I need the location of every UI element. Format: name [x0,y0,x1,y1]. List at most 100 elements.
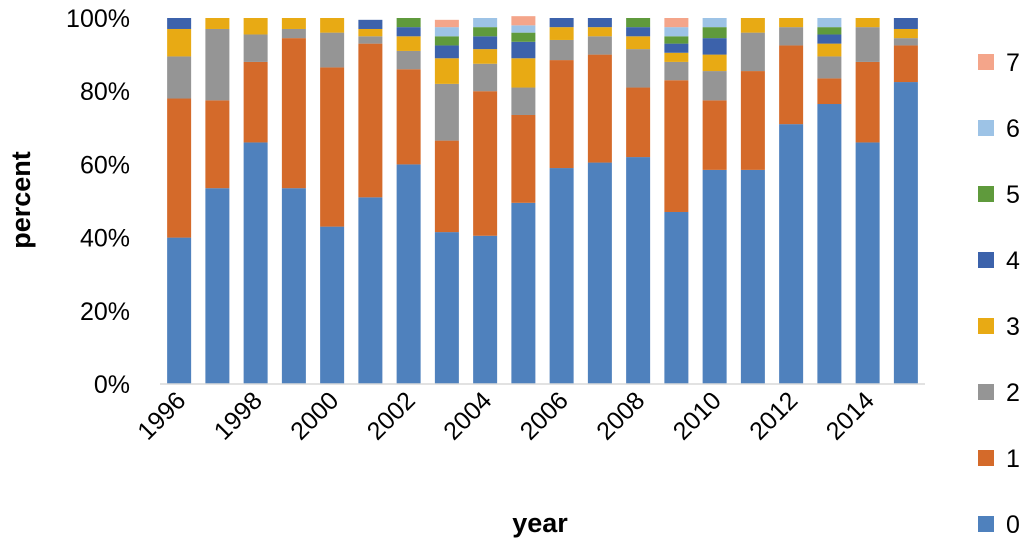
bar-1998-series-3 [243,18,268,35]
bar-2010-series-2 [702,71,727,101]
bar-2010-series-1 [702,100,727,170]
bar-2011-series-1 [740,71,765,170]
bar-2015-series-3 [893,28,918,39]
bar-2014-series-3 [855,18,880,28]
legend-label-5: 5 [1006,181,1020,209]
bars-group [167,16,918,385]
bar-2008-series-3 [626,36,651,50]
bar-2001-series-1 [358,43,383,198]
bar-2005-series-1 [511,114,536,203]
x-tick-label: 2008 [591,386,650,445]
bar-2007-series-0 [587,162,612,384]
x-tick-label: 2000 [285,386,344,445]
bar-2005-series-5 [511,32,536,42]
x-tick-label: 2014 [821,386,880,445]
bar-2006-series-1 [549,60,574,169]
bar-2003-series-0 [434,232,459,384]
bar-2002-series-2 [396,50,421,70]
bar-2015-series-2 [893,38,918,46]
bar-2008-series-1 [626,87,651,158]
bar-1998-series-1 [243,61,268,143]
bar-2000-series-0 [320,226,345,384]
bar-2013-series-3 [817,43,842,57]
x-tick-label: 2006 [515,386,574,445]
bar-1998-series-0 [243,142,268,384]
bar-2005-series-6 [511,25,536,33]
bar-2000-series-1 [320,67,345,227]
legend-swatch-7 [978,54,994,70]
x-axis-ticks: 1996 1998 2000 2002 2004 2006 2008 2010 2012 2014 [132,386,880,445]
bar-2008-series-4 [626,27,651,37]
bar-2015-series-0 [893,82,918,385]
legend-label-0: 0 [1006,511,1020,539]
bar-2011-series-0 [740,169,765,384]
x-axis-title: year [512,508,568,538]
legend-swatch-2 [978,384,994,400]
bar-2009-series-0 [664,211,689,384]
bar-2004-series-5 [473,27,498,37]
bar-2007-series-1 [587,54,612,163]
x-tick-label: 2010 [668,386,727,445]
bar-2012-series-2 [779,27,804,46]
y-tick-label: 60% [80,151,130,179]
legend-swatch-5 [978,186,994,202]
x-tick-label: 2004 [438,386,497,445]
bar-1999-series-2 [281,28,306,39]
bar-2001-series-2 [358,36,383,44]
x-tick-label: 1998 [209,386,268,445]
bar-1996-series-2 [167,56,192,99]
bar-2014-series-2 [855,27,880,62]
bar-2009-series-7 [664,18,689,28]
legend: 7 6 5 4 3 2 1 0 [978,49,1020,539]
bar-2001-series-0 [358,197,383,384]
bar-2001-series-3 [358,28,383,37]
bar-2015-series-1 [893,45,918,83]
bar-1996-series-4 [167,18,192,29]
bar-2008-series-2 [626,49,651,88]
x-tick-label: 1996 [132,386,191,445]
bar-2012-series-0 [779,124,804,384]
bar-2014-series-0 [855,142,880,384]
bar-2004-series-4 [473,36,498,50]
bar-2012-series-3 [779,18,804,28]
bar-2011-series-3 [740,18,765,33]
bar-2006-series-0 [549,168,574,384]
legend-label-6: 6 [1006,115,1020,143]
bar-2002-series-0 [396,164,421,384]
bar-2003-series-6 [434,27,459,37]
y-tick-label: 100% [66,5,130,33]
legend-swatch-0 [978,516,994,532]
bar-2006-series-4 [549,18,574,28]
bar-2008-series-0 [626,157,651,384]
bar-2005-series-2 [511,87,536,115]
bar-2010-series-3 [702,54,727,72]
bar-2006-series-2 [549,39,574,61]
bar-2003-series-7 [434,19,459,28]
bar-2002-series-3 [396,36,421,51]
bar-2003-series-4 [434,45,459,59]
bar-2011-series-2 [740,32,765,72]
bar-1997-series-0 [205,188,230,384]
bar-2004-series-3 [473,49,498,64]
bar-1997-series-3 [205,18,230,29]
bar-2007-series-3 [587,27,612,37]
bar-2013-series-1 [817,78,842,105]
legend-swatch-6 [978,120,994,136]
bar-2012-series-1 [779,45,804,125]
y-axis-title: percent [6,151,36,249]
bar-2003-series-2 [434,83,459,141]
bar-2009-series-3 [664,52,689,62]
bar-2013-series-4 [817,34,842,44]
bar-2009-series-1 [664,80,689,212]
bar-2009-series-4 [664,43,689,53]
bar-2000-series-3 [320,18,345,33]
bar-1997-series-1 [205,100,230,189]
bar-2009-series-6 [664,27,689,37]
x-tick-label: 2012 [744,386,803,445]
bar-1996-series-3 [167,28,192,57]
bar-2001-series-4 [358,19,383,29]
bar-2009-series-2 [664,61,689,81]
bar-2003-series-3 [434,58,459,84]
bar-2002-series-5 [396,18,421,28]
